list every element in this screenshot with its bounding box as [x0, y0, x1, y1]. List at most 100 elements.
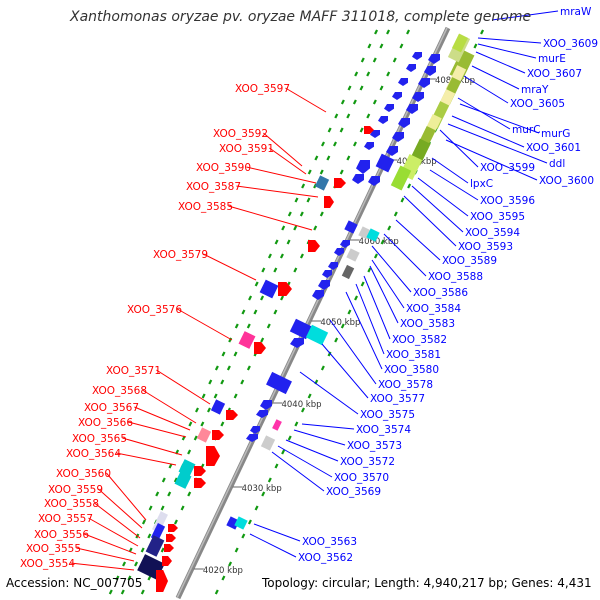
feature-track-inner-left — [280, 295, 285, 301]
feature-track-far-left — [254, 281, 259, 287]
feature-track-far-left — [155, 491, 160, 497]
gene-leader-left — [263, 132, 303, 167]
gene-label-right: XOO_3584 — [406, 303, 461, 315]
gene-block — [259, 279, 279, 299]
feature-track-inner-left — [233, 393, 238, 399]
gene-leader-left — [106, 472, 147, 521]
feature-track-outer-left — [359, 85, 364, 91]
gene-label-right: XOO_3578 — [378, 379, 433, 391]
gene-leader-right — [329, 319, 377, 385]
gene-leader-right — [253, 523, 301, 542]
feature-track-outer-left — [273, 267, 278, 273]
gene-label-right: XOO_3581 — [386, 349, 441, 361]
gene-leader-right — [395, 219, 441, 261]
gene-label-right: mraW — [560, 6, 592, 18]
gene-label-right: XOO_3562 — [298, 552, 353, 564]
gene-block — [196, 427, 212, 443]
gene-arrow — [166, 534, 176, 542]
gene-arrow — [368, 176, 380, 186]
gene-leader-right — [451, 115, 525, 148]
feature-track-inner-left — [180, 505, 185, 511]
feature-track-outer-left — [220, 379, 225, 385]
gene-leader-right — [363, 275, 391, 340]
feature-track-outer-left — [306, 197, 311, 203]
gene-arrow — [324, 196, 334, 208]
feature-track-far-left — [321, 141, 325, 147]
gene-block — [289, 318, 313, 340]
feature-track-outer-left — [167, 491, 172, 497]
feature-track-far-left — [307, 169, 312, 175]
feature-track-outer-left — [226, 365, 231, 371]
gene-label-right: murG — [541, 128, 570, 140]
feature-track-inner-left — [246, 365, 251, 371]
feature-track-outer-left — [187, 449, 192, 455]
feature-track-inner-right — [387, 225, 392, 231]
feature-track-inner-left — [140, 589, 145, 595]
feature-track-far-left — [261, 267, 266, 273]
feature-track-inner-right — [281, 449, 286, 455]
feature-track-outer-left — [120, 589, 125, 595]
gene-arrow — [290, 338, 304, 348]
gene-block — [346, 248, 360, 262]
gene-arrow — [212, 430, 224, 440]
feature-track-inner-left — [313, 225, 318, 231]
gene-label-right: lpxC — [470, 178, 493, 190]
gene-leader-right — [301, 423, 355, 430]
gene-arrow — [398, 78, 408, 86]
gene-leader-left — [88, 517, 139, 547]
feature-track-inner-right — [307, 393, 312, 399]
gene-block — [260, 435, 276, 451]
gene-arrow — [308, 240, 320, 252]
feature-track-outer-left — [319, 169, 324, 175]
gene-arrow — [226, 410, 238, 420]
gene-label-left: XOO_3557 — [38, 513, 93, 525]
gene-block — [174, 471, 192, 489]
gene-label-right: XOO_3588 — [428, 271, 483, 283]
feature-track-far-left — [148, 505, 153, 511]
feature-track-outer-left — [127, 575, 132, 581]
feature-track-inner-right — [393, 211, 398, 217]
gene-leader-left — [246, 166, 317, 184]
gene-leader-right — [439, 129, 479, 168]
gene-leader-right — [471, 65, 520, 90]
feature-track-inner-right — [400, 197, 405, 203]
feature-track-inner-left — [240, 379, 245, 385]
gene-arrow — [356, 160, 370, 174]
feature-track-far-left — [274, 239, 279, 245]
feature-track-far-left — [354, 71, 359, 77]
feature-track-inner-right — [347, 309, 352, 315]
gene-label-right: XOO_3580 — [384, 364, 439, 376]
feature-track-inner-right — [294, 421, 299, 427]
feature-track-far-left — [241, 309, 246, 315]
gene-label-left: XOO_3566 — [78, 417, 133, 429]
feature-track-far-left — [301, 183, 306, 189]
feature-track-inner-left — [406, 29, 411, 35]
gene-label-left: XOO_3565 — [72, 433, 127, 445]
ruler-tick-label: 4020 kbp — [203, 566, 243, 576]
gene-label-right: XOO_3570 — [334, 472, 389, 484]
gene-leader-right — [475, 51, 526, 74]
feature-track-inner-left — [359, 127, 364, 133]
feature-track-inner-right — [373, 253, 378, 259]
gene-block — [314, 175, 330, 191]
gene-label-left: XOO_3587 — [186, 181, 241, 193]
gene-label-right: XOO_3577 — [370, 393, 425, 405]
gene-label-left: XOO_3576 — [127, 304, 182, 316]
gene-arrow — [322, 270, 332, 278]
gene-label-right: murC — [512, 124, 541, 136]
gene-label-left: XOO_3556 — [34, 529, 89, 541]
gene-arrow — [352, 174, 364, 184]
feature-track-inner-right — [234, 547, 239, 553]
gene-leader-right — [299, 371, 359, 415]
gene-label-right: XOO_3594 — [465, 227, 520, 239]
gene-label-right: XOO_3599 — [480, 162, 535, 174]
gene-leader-right — [369, 265, 399, 324]
gene-arrow — [340, 240, 350, 248]
feature-track-far-left — [340, 99, 345, 105]
feature-track-outer-left — [147, 533, 152, 539]
gene-arrow — [250, 426, 260, 434]
feature-track-outer-left — [246, 323, 251, 329]
gene-leader-right — [321, 343, 369, 399]
gene-arrow — [328, 262, 338, 270]
